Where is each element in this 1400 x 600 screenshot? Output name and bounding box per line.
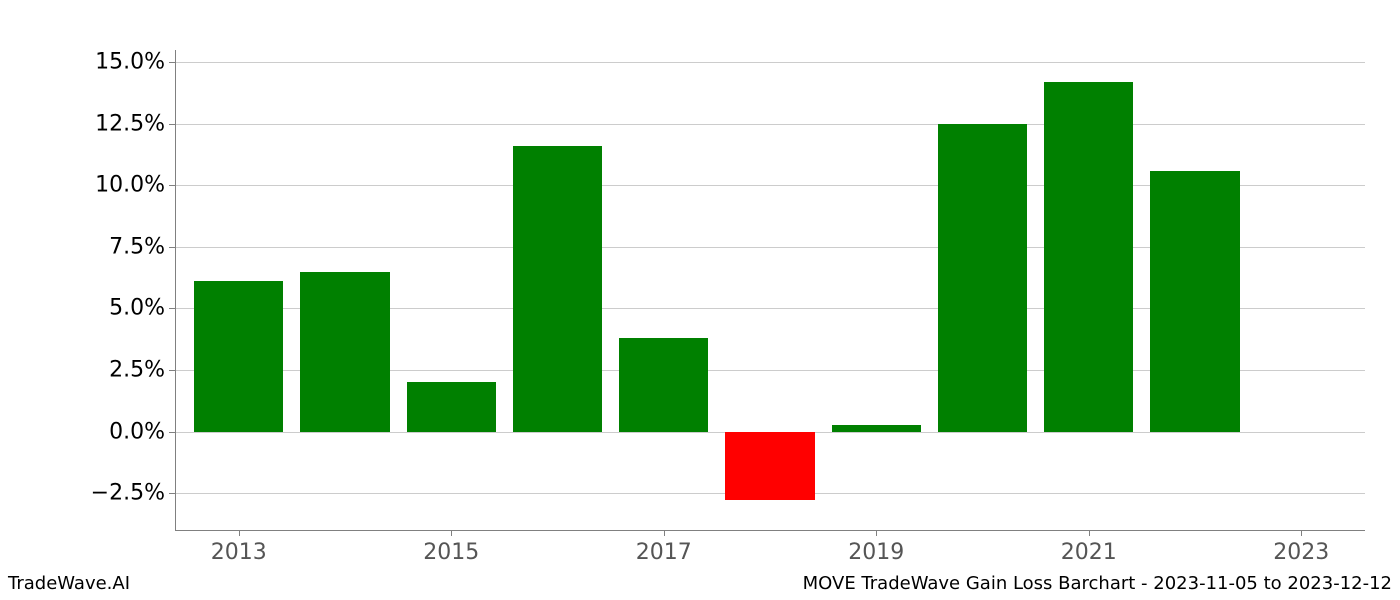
ytick-label: 7.5%: [109, 234, 175, 259]
footer-right-text: MOVE TradeWave Gain Loss Barchart - 2023…: [803, 573, 1392, 594]
plot-area: −2.5%0.0%2.5%5.0%7.5%10.0%12.5%15.0%2013…: [175, 50, 1365, 530]
ytick-label: 0.0%: [109, 419, 175, 444]
bar: [1150, 171, 1239, 432]
axis-spine-bottom: [175, 530, 1365, 531]
ytick-label: 2.5%: [109, 358, 175, 383]
bar: [300, 272, 389, 432]
gridline: [175, 62, 1365, 63]
bar: [1044, 82, 1133, 432]
xtick-label: 2019: [848, 530, 904, 565]
bar: [725, 432, 814, 501]
xtick-label: 2023: [1273, 530, 1329, 565]
xtick-label: 2021: [1061, 530, 1117, 565]
bar: [194, 281, 283, 431]
ytick-label: −2.5%: [91, 481, 175, 506]
ytick-label: 15.0%: [95, 50, 175, 75]
axis-spine-left: [175, 50, 176, 530]
ytick-label: 5.0%: [109, 296, 175, 321]
ytick-label: 12.5%: [95, 111, 175, 136]
xtick-label: 2015: [423, 530, 479, 565]
bar: [832, 425, 921, 431]
gridline: [175, 124, 1365, 125]
bar: [938, 124, 1027, 432]
xtick-label: 2013: [211, 530, 267, 565]
bar: [619, 338, 708, 432]
bar: [407, 382, 496, 431]
bar: [513, 146, 602, 432]
xtick-label: 2017: [636, 530, 692, 565]
footer-left-text: TradeWave.AI: [8, 573, 130, 594]
ytick-label: 10.0%: [95, 173, 175, 198]
chart-stage: −2.5% 0.0% 2.5% 5.0% 7.5% 10.0% 12.5% 15.0% 2013…: [0, 0, 1400, 600]
